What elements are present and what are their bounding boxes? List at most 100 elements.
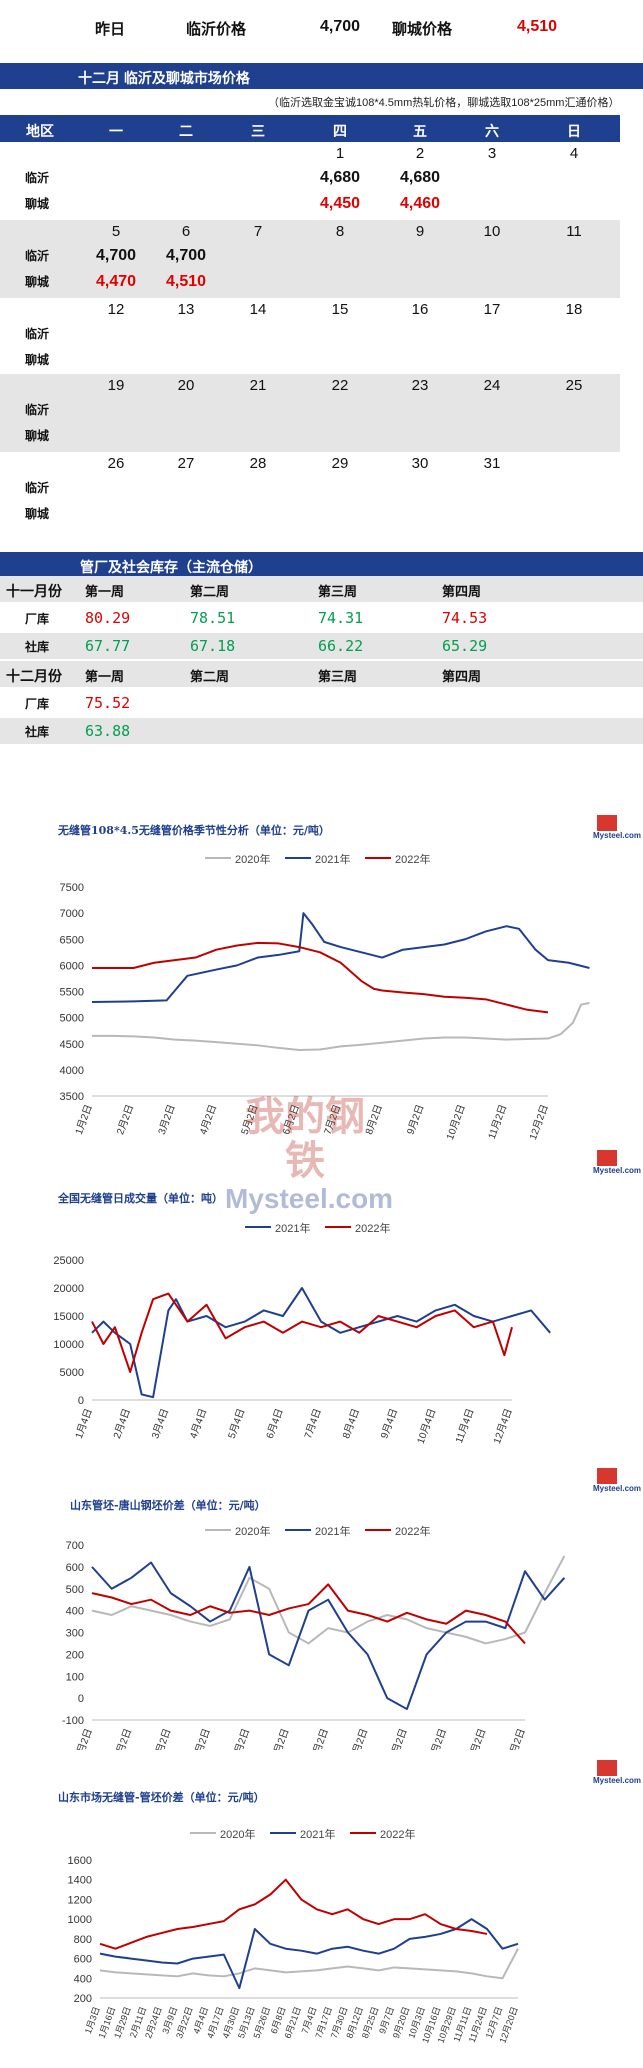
x-tick-label: 4月2日 xyxy=(191,1727,213,1750)
x-tick-label: 9月2日 xyxy=(405,1103,427,1136)
calendar-liaocheng-cell: 4,470 xyxy=(95,273,137,290)
calendar-days-cell: 19 xyxy=(107,377,125,394)
legend-swatch xyxy=(350,1832,376,1834)
inventory-week-header: 第二周 xyxy=(190,585,230,600)
chart1-title: 无缝管108*4.5无缝管价格季节性分析（单位：元/吨） xyxy=(58,824,330,837)
x-tick-label: 11月2日 xyxy=(486,1103,510,1141)
x-tick-label: 1月2日 xyxy=(73,1727,95,1750)
legend-swatch xyxy=(270,1832,296,1834)
y-tick-label: 300 xyxy=(66,1628,84,1640)
y-tick-label: 6500 xyxy=(60,934,84,946)
series-line-2020年 xyxy=(99,1948,519,1980)
calendar-header: 地区 一 二 三 四 五 六 日 xyxy=(0,115,620,142)
y-tick-label: 3500 xyxy=(60,1091,84,1103)
calendar-days-cell: 26 xyxy=(107,455,125,472)
inventory-week-header: 第二周 xyxy=(190,670,230,685)
watermark: 我的钢铁 Mysteel.com xyxy=(225,1095,393,1215)
mysteel-logo: Mysteel.com xyxy=(593,1760,641,1794)
x-tick-label: 7月4日 xyxy=(302,1407,324,1440)
inventory-factory-value: 78.51 xyxy=(190,609,236,627)
x-tick-label: 6月4日 xyxy=(264,1407,286,1440)
x-tick-label: 1月4日 xyxy=(73,1407,95,1440)
calendar-header-0: 地区 xyxy=(26,123,54,139)
row-label-liaocheng: 聊城 xyxy=(25,429,50,443)
calendar-days-cell: 29 xyxy=(331,455,349,472)
inventory-title: 管厂及社会库存（主流仓储） xyxy=(80,559,262,575)
liaocheng-price-value: 4,510 xyxy=(517,18,558,35)
inventory-row-label: 厂库 xyxy=(25,697,50,711)
series-line-2021年 xyxy=(91,912,590,1003)
calendar-liaocheng-cell: 4,460 xyxy=(399,195,441,212)
x-tick-label: 8月2日 xyxy=(348,1727,370,1750)
row-label-liaocheng: 聊城 xyxy=(25,275,50,289)
inventory-social-value: 67.18 xyxy=(190,637,236,655)
calendar-liaocheng-cell: 4,450 xyxy=(319,195,361,212)
calendar-row-shade xyxy=(0,220,620,298)
y-tick-label: 200 xyxy=(66,1649,84,1661)
legend-swatch xyxy=(365,857,391,859)
y-tick-label: 1600 xyxy=(68,1855,92,1867)
calendar-days-cell: 25 xyxy=(565,377,583,394)
calendar-days-cell: 16 xyxy=(411,301,429,318)
inventory-row-label: 十二月份 xyxy=(6,669,62,685)
inventory-row-label: 社库 xyxy=(25,725,50,739)
calendar-days-cell: 18 xyxy=(565,301,583,318)
calendar-header-2: 二 xyxy=(179,123,193,139)
x-tick-label: 9月2日 xyxy=(388,1727,410,1750)
calendar-days-cell: 11 xyxy=(566,223,582,240)
y-tick-label: 20000 xyxy=(53,1283,84,1295)
y-tick-label: 1200 xyxy=(68,1894,92,1906)
y-tick-label: 25000 xyxy=(53,1255,84,1267)
x-tick-label: 2月4日 xyxy=(111,1407,133,1440)
calendar-days-cell: 17 xyxy=(483,301,501,318)
legend-swatch xyxy=(245,1226,271,1228)
legend-label: 2020年 xyxy=(220,1829,256,1841)
inventory-row-shade xyxy=(0,718,643,744)
calendar-days-cell: 1 xyxy=(335,145,345,162)
row-label-liaocheng: 聊城 xyxy=(25,353,50,367)
inventory-factory-value: 74.53 xyxy=(442,609,488,627)
legend-label: 2022年 xyxy=(395,1526,431,1538)
row-label-liaocheng: 聊城 xyxy=(25,197,50,211)
x-tick-label: 2月2日 xyxy=(112,1727,134,1750)
calendar-liaocheng-cell: 4,510 xyxy=(165,273,207,290)
legend-swatch xyxy=(205,857,231,859)
x-tick-label: 5月2日 xyxy=(230,1727,252,1750)
inventory-row-label: 十一月份 xyxy=(6,584,62,600)
row-label-liaocheng: 聊城 xyxy=(25,507,50,521)
inventory-week-header: 第一周 xyxy=(85,670,125,685)
legend-label: 2022年 xyxy=(355,1223,391,1235)
legend-label: 2020年 xyxy=(235,854,271,866)
y-tick-label: 4500 xyxy=(60,1039,84,1051)
x-tick-label: 12月2日 xyxy=(527,1103,551,1142)
calendar-days-cell: 20 xyxy=(177,377,195,394)
inventory-social-value: 66.22 xyxy=(318,637,364,655)
calendar-days-cell: 4 xyxy=(569,145,579,162)
inventory-row-shade xyxy=(0,576,643,602)
inventory-social-value: 65.29 xyxy=(442,637,488,655)
legend-swatch xyxy=(285,1529,311,1531)
legend-label: 2020年 xyxy=(235,1526,271,1538)
x-tick-label: 6月2日 xyxy=(270,1727,292,1750)
y-tick-label: 1400 xyxy=(68,1875,92,1887)
x-tick-label: 10月2日 xyxy=(444,1103,468,1142)
linyi-price-value: 4,700 xyxy=(320,18,361,35)
inventory-row-shade xyxy=(0,633,643,659)
x-tick-label: 3月2日 xyxy=(156,1103,178,1136)
y-tick-label: 100 xyxy=(66,1671,84,1683)
linyi-price-label: 临沂价格 xyxy=(186,21,247,38)
y-tick-label: 200 xyxy=(74,1993,92,2005)
calendar-days-cell: 5 xyxy=(111,223,121,240)
calendar-header-4: 四 xyxy=(333,123,347,139)
market-title-bar: 十二月 临沂及聊城市场价格 xyxy=(0,63,643,89)
liaocheng-price-label: 聊城价格 xyxy=(392,21,453,38)
x-tick-label: 11月2日 xyxy=(465,1727,489,1750)
y-tick-label: 0 xyxy=(78,1693,84,1705)
x-tick-label: 4月2日 xyxy=(197,1103,219,1136)
x-tick-label: 3月2日 xyxy=(152,1727,174,1750)
chart2: 0 5000 10000 15000 20000 25000 1月4日 2月4日 3月4日 4月4… xyxy=(53,1255,551,1446)
y-tick-label: 7000 xyxy=(60,908,84,920)
x-tick-label: 11月4日 xyxy=(453,1407,477,1445)
yesterday-row: 昨日 临沂价格 4,700 聊城价格 4,510 xyxy=(0,0,643,44)
series-line-2022年 xyxy=(92,941,549,1014)
